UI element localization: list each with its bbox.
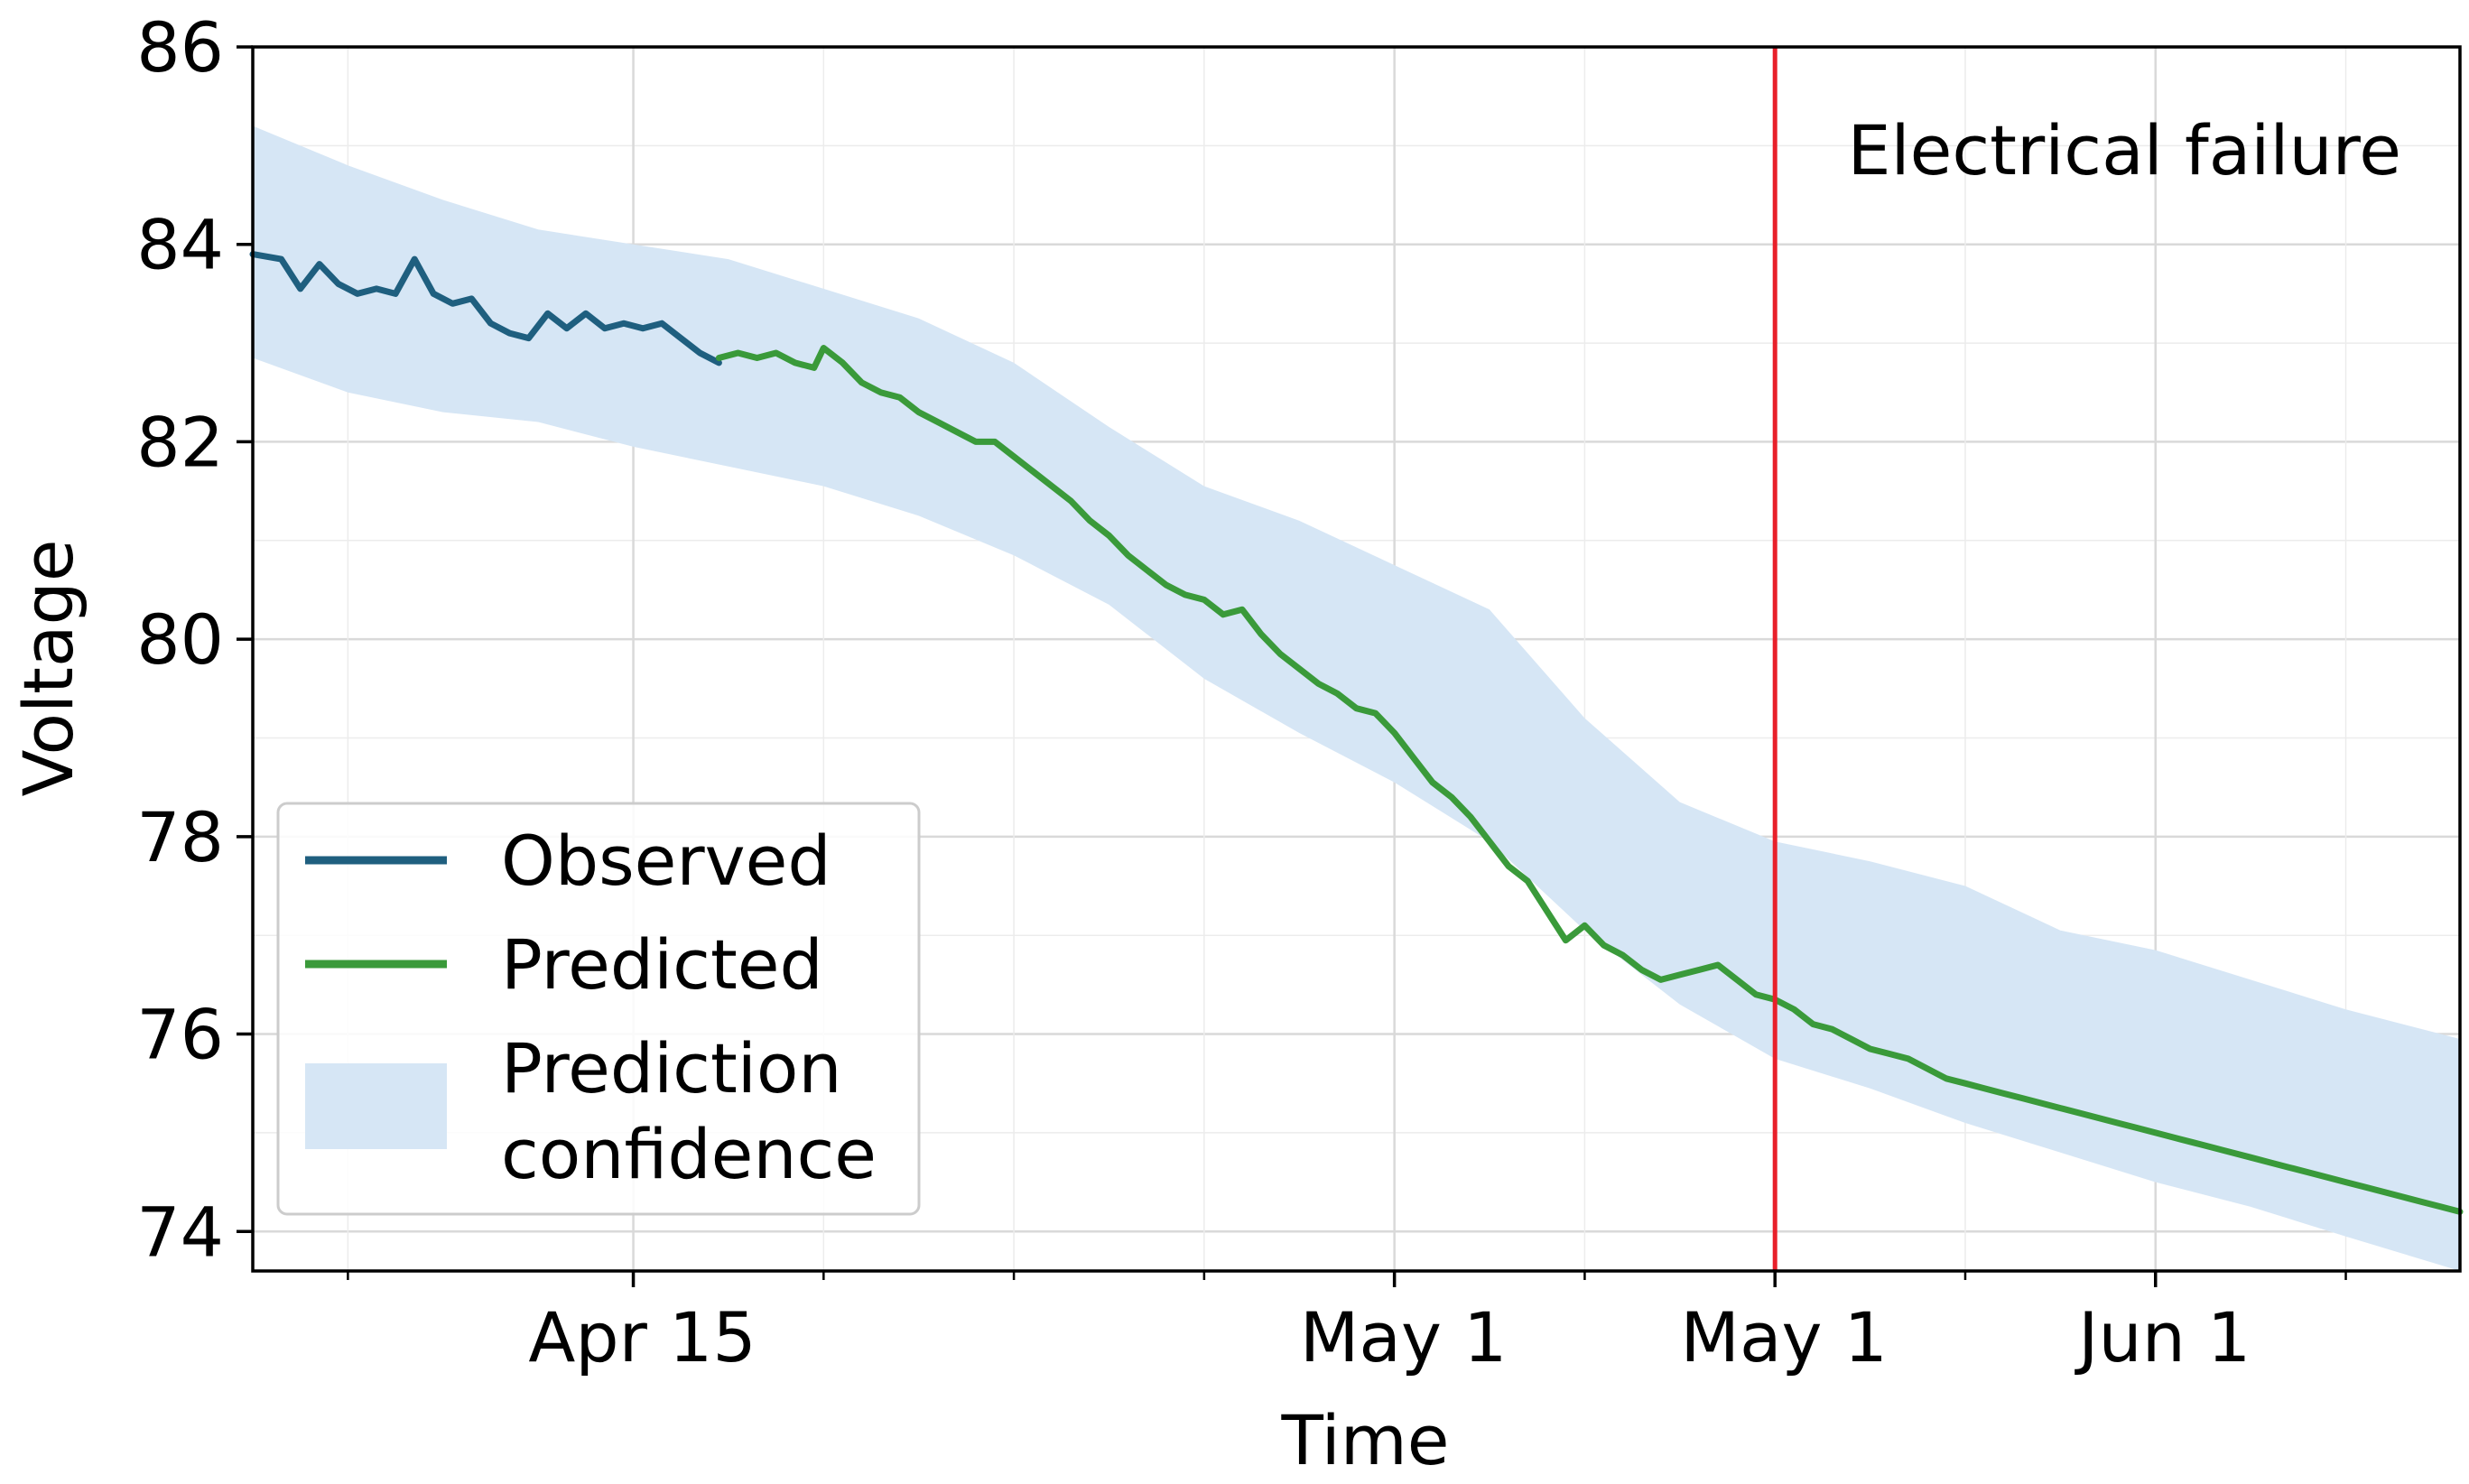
series-line-observed — [249, 251, 722, 366]
confidence-band — [253, 125, 2460, 1271]
x-tick-label: Apr 15 — [528, 1297, 756, 1377]
axes-layer: 74 76 78 80 82 84 86 Apr 15 May 1 May 1 Jun 1 — [136, 7, 2462, 1377]
y-tick-label: 78 — [136, 797, 224, 877]
confidence-band-layer — [253, 125, 2460, 1271]
series-line-predicted — [715, 345, 2464, 1215]
x-tick-label: May 1 — [1680, 1297, 1888, 1377]
y-tick-label: 74 — [136, 1192, 224, 1272]
y-tick-label: 76 — [136, 995, 224, 1075]
y-tick-label: 82 — [136, 402, 224, 482]
legend-confidence-swatch — [305, 1063, 447, 1149]
plot-frame — [251, 45, 2462, 1273]
y-tick-label: 86 — [136, 7, 224, 88]
legend-predicted-label: Predicted — [501, 924, 823, 1005]
x-axis-title: Time — [1281, 1400, 1450, 1480]
y-tick-label: 84 — [136, 205, 224, 285]
x-tick-label: Jun 1 — [2075, 1297, 2251, 1377]
legend-confidence-label-line2: confidence — [501, 1114, 877, 1194]
y-tick-label: 80 — [136, 599, 224, 680]
series-layer — [249, 251, 2464, 1215]
failure-annotation: Electrical failure — [1847, 110, 2401, 190]
y-axis-title: Voltage — [8, 539, 88, 796]
legend-observed-label: Observed — [501, 821, 831, 901]
x-tick-label: May 1 — [1300, 1297, 1508, 1377]
legend-confidence-label-line1: Prediction — [501, 1028, 842, 1108]
legend: Observed Predicted Prediction confidence — [276, 802, 921, 1216]
